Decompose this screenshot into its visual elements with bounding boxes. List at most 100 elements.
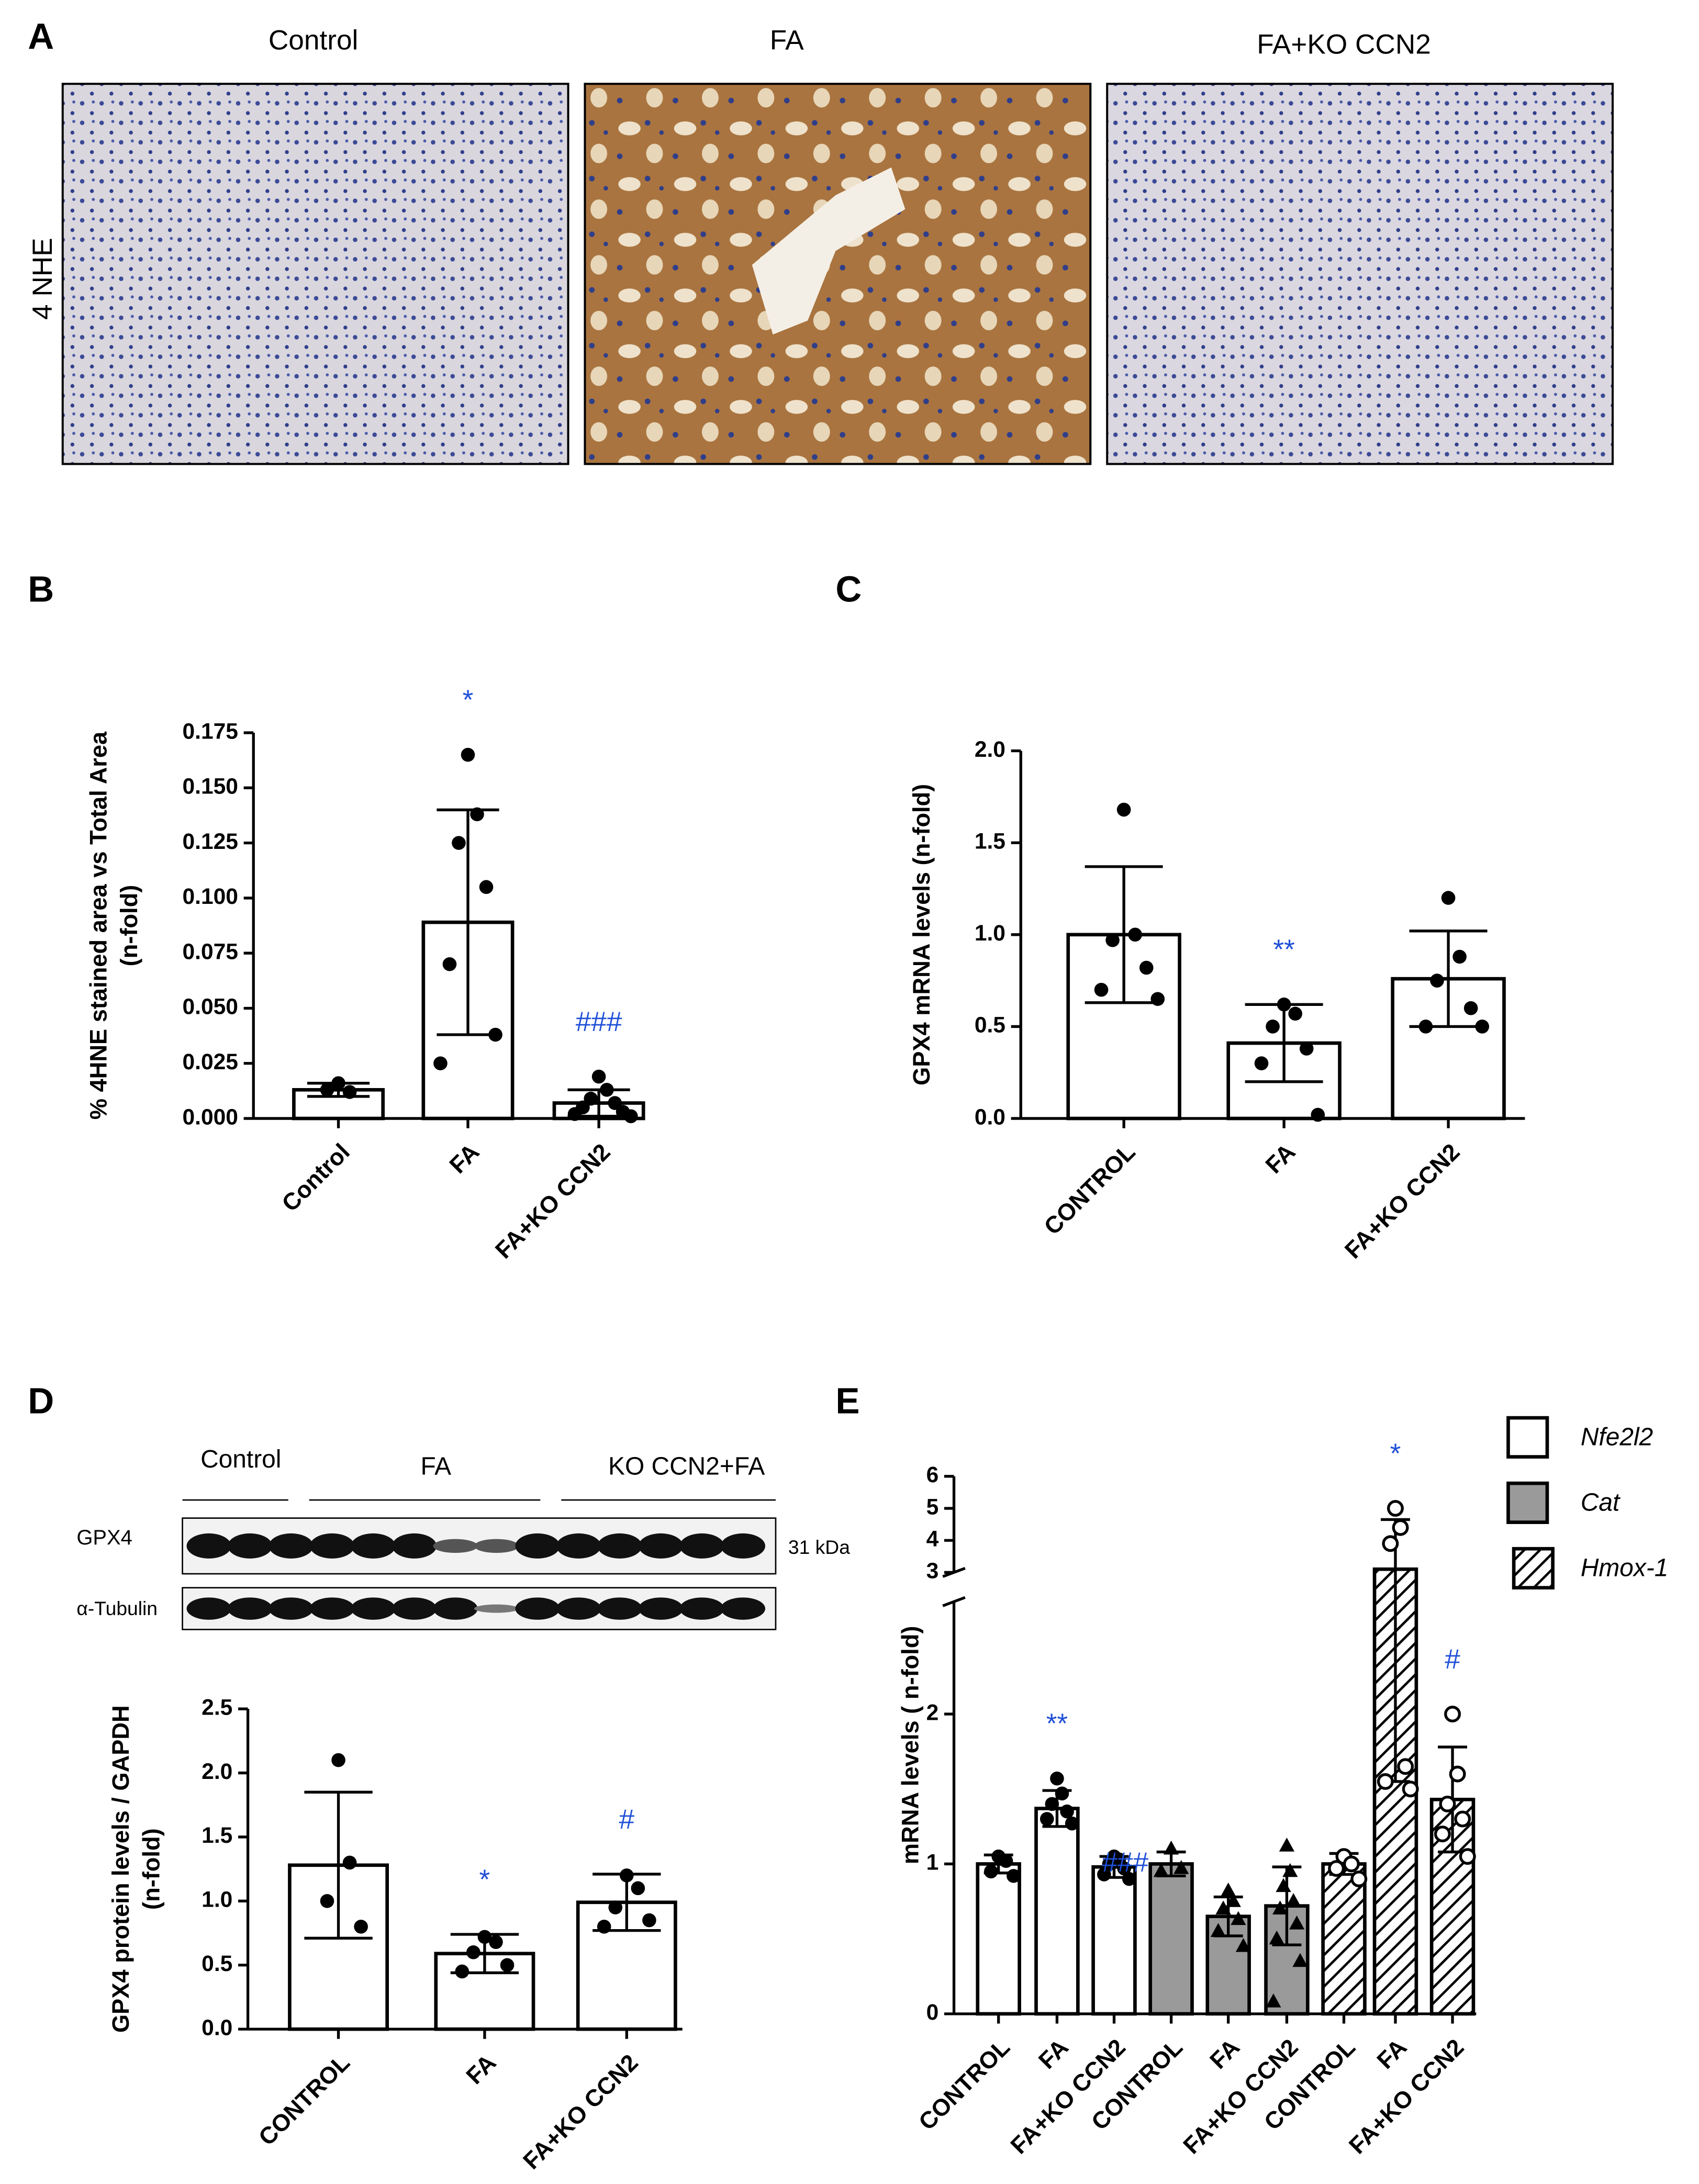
blot-group: FA (421, 1453, 452, 1481)
data-point (1343, 1855, 1360, 1873)
data-point (984, 1864, 998, 1879)
data-point (567, 1107, 582, 1121)
data-point (1350, 1871, 1368, 1888)
y-tick-label: 0 (926, 2000, 939, 2025)
y-tick-label: 0.150 (182, 774, 238, 799)
bar (1091, 1865, 1137, 2016)
data-point (1221, 1883, 1236, 1897)
data-point (342, 1855, 357, 1870)
data-point (452, 836, 466, 850)
y-tick-label: 1.5 (202, 1823, 232, 1848)
data-point (1463, 1001, 1478, 1015)
band (556, 1597, 601, 1620)
significance: * (463, 685, 474, 715)
data-point (1122, 1872, 1136, 1886)
data-point (1459, 1848, 1476, 1865)
significance: ### (576, 1006, 622, 1037)
significance: # (1445, 1644, 1460, 1675)
error-bar (304, 1790, 373, 1940)
band (515, 1533, 560, 1559)
x-tick-label: CONTROL (913, 2034, 1015, 2135)
x-tick-label: FA (1372, 2034, 1412, 2074)
data-point (1094, 982, 1109, 997)
data-point (1292, 1953, 1308, 1967)
data-point (1289, 1916, 1305, 1930)
legend-label: Hmox-1 (1581, 1554, 1669, 1582)
data-point (1449, 1765, 1466, 1783)
significance: ** (1273, 934, 1294, 965)
y-tick-label: 0.050 (182, 994, 238, 1020)
micrograph (61, 83, 569, 465)
data-point (1276, 1878, 1291, 1892)
data-point (1444, 1706, 1461, 1723)
y-tick-label: 0.125 (182, 829, 238, 854)
band (597, 1597, 642, 1620)
data-point (1397, 1758, 1414, 1775)
band (433, 1597, 478, 1620)
x-tick-label: FA (461, 2049, 501, 2089)
x-tick-label: FA+KO CCN2 (1339, 1138, 1465, 1263)
band (351, 1533, 396, 1559)
y-tick-label: 1.0 (975, 921, 1005, 946)
data-point (1097, 1867, 1111, 1881)
data-point (1105, 933, 1120, 947)
data-point (1439, 1795, 1456, 1812)
band (433, 1539, 478, 1553)
y-tick-label: 0.075 (182, 939, 238, 964)
legend-swatch (1506, 1481, 1549, 1524)
data-point (1328, 1860, 1345, 1877)
y-tick-label: 0.175 (182, 719, 238, 744)
x-tick-label: CONTROL (1038, 1138, 1140, 1240)
data-point (608, 1096, 622, 1110)
data-point (1039, 1812, 1054, 1826)
band (186, 1533, 231, 1559)
data-point (584, 1091, 598, 1106)
axis-break (942, 1596, 966, 1607)
y-tick-label: 2.0 (202, 1759, 232, 1784)
blot-row-label: α-Tubulin (76, 1597, 158, 1619)
data-point (1282, 1863, 1298, 1877)
data-point (591, 1069, 606, 1084)
data-point (1299, 1041, 1314, 1056)
band (638, 1533, 684, 1559)
data-point (331, 1076, 345, 1090)
band (515, 1597, 560, 1620)
x-tick-label: CONTROL (253, 2049, 355, 2151)
data-point (1065, 1816, 1079, 1831)
data-point (1286, 1893, 1301, 1907)
y-tick-label: 2.0 (975, 737, 1005, 762)
legend-swatch (1506, 1416, 1549, 1459)
y-tick-label: 0.025 (182, 1049, 238, 1074)
data-point (1430, 973, 1444, 988)
y-axis-label: % 4HNE stained area vs Total Area (85, 731, 112, 1119)
band (228, 1533, 273, 1559)
legend-label: Cat (1581, 1489, 1620, 1517)
band (309, 1533, 355, 1559)
y-axis-label: (n-fold) (138, 1828, 165, 1910)
x-tick-label: FA (1033, 2034, 1074, 2074)
x-tick-label: FA (1260, 1138, 1301, 1179)
bar (976, 1862, 1021, 2016)
data-point (1434, 1825, 1451, 1843)
band (720, 1533, 766, 1559)
micrograph (584, 83, 1092, 465)
bar (1148, 1862, 1194, 2016)
data-point (488, 1027, 502, 1042)
y-tick-label: 0.5 (202, 1951, 232, 1976)
row-label: 4 NHE (27, 238, 58, 320)
data-point (1225, 1893, 1241, 1907)
significance: ** (1046, 1708, 1068, 1739)
data-point (1150, 992, 1165, 1006)
band (186, 1597, 231, 1620)
x-tick-label: Control (276, 1138, 355, 1217)
band (474, 1604, 519, 1613)
data-point (1007, 1869, 1021, 1883)
data-point (1153, 1863, 1169, 1877)
data-point (500, 1958, 515, 1973)
x-tick-label: FA (444, 1138, 485, 1179)
data-point (1392, 1519, 1409, 1536)
column-title: Control (269, 25, 359, 55)
data-point (1382, 1535, 1399, 1552)
data-point (1163, 1840, 1179, 1855)
